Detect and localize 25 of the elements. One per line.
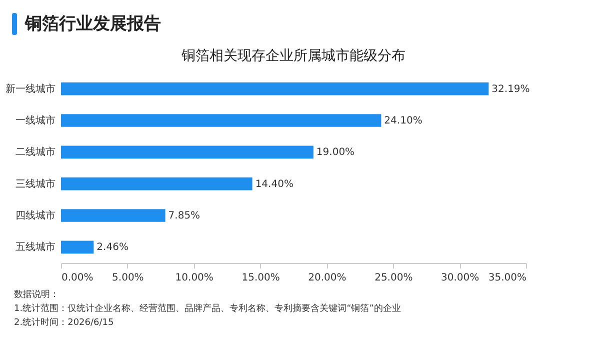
x-tick-label: 5.00%: [112, 272, 144, 284]
data-label: 32.19%: [492, 84, 530, 95]
data-label: 19.00%: [316, 147, 355, 158]
x-tick-label: 25.00%: [374, 272, 413, 284]
data-label: 14.40%: [255, 178, 294, 190]
text: 2.统计时间：2026/6/15: [14, 316, 115, 330]
text: 数据说明：: [14, 288, 60, 302]
data-label: 24.10%: [384, 116, 422, 126]
x-tick-label: 30.00%: [441, 272, 480, 284]
chart-subtitle: 铜箔相关现存企业所属城市能级分布: [180, 48, 406, 64]
x-tick-label: 35.00%: [488, 272, 526, 284]
text: 1.统计范围：仅统计企业名称、经营范围、品牌产品、专利名称、专利摘要含关键词“铜箔”的企业: [14, 302, 401, 316]
x-tick-label: 15.00%: [242, 272, 280, 284]
y-tick-label: 三线城市: [16, 178, 56, 190]
chart-title: 铜箔行业发展报告: [25, 13, 161, 35]
y-tick-label: 新一线城市: [6, 82, 56, 95]
x-tick-label: 10.00%: [175, 272, 214, 284]
data-label: 2.46%: [96, 242, 128, 254]
y-tick-label: 二线城市: [16, 146, 56, 158]
y-tick-label: 五线城市: [16, 241, 56, 254]
y-tick-label: 四线城市: [16, 210, 56, 222]
x-tick-label: 0.00%: [62, 272, 94, 284]
data-label: 7.85%: [168, 210, 200, 222]
x-tick-label: 20.00%: [308, 272, 346, 284]
y-tick-label: 一线城市: [16, 114, 56, 126]
